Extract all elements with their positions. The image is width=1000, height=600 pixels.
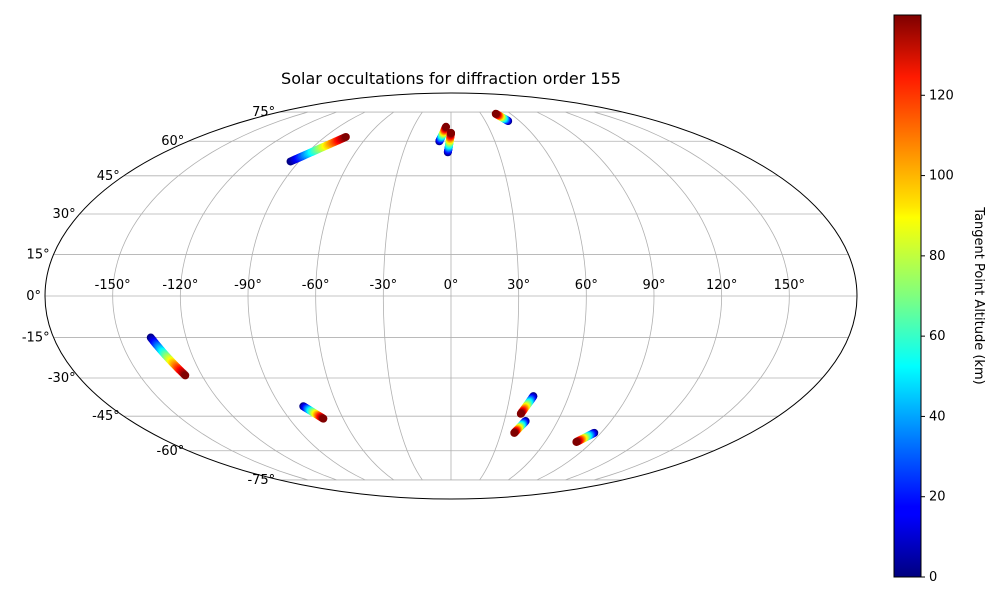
data-point bbox=[447, 128, 455, 137]
occultation-track bbox=[516, 392, 538, 418]
latitude-tick-label: 15° bbox=[27, 247, 50, 262]
data-point bbox=[516, 409, 525, 418]
longitude-tick-label: 150° bbox=[774, 278, 805, 293]
colorbar-tick-label: 60 bbox=[929, 329, 946, 344]
grid-meridian bbox=[508, 111, 587, 481]
longitude-tick-label: -120° bbox=[162, 278, 198, 293]
latitude-tick-label: -15° bbox=[22, 331, 50, 346]
colorbar-label: Tangent Point Altitude (km) bbox=[971, 206, 986, 384]
occultation-track bbox=[572, 428, 599, 446]
grid-meridian bbox=[382, 111, 423, 481]
grid-meridian bbox=[565, 111, 723, 481]
longitude-tick-label: -90° bbox=[234, 278, 262, 293]
colorbar-tick-label: 80 bbox=[929, 249, 946, 264]
chart-title: Solar occultations for diffraction order… bbox=[281, 69, 621, 88]
latitude-tick-label: 75° bbox=[252, 105, 275, 120]
longitude-tick-label: 60° bbox=[575, 278, 598, 293]
grid-meridian bbox=[594, 111, 790, 481]
map-boundary bbox=[44, 92, 858, 500]
colorbar-tick-label: 40 bbox=[929, 409, 946, 424]
latitude-tick-labels: 75° 60° 45° 30° 15° 0° -15° -30° -45° -60° -75° bbox=[22, 105, 275, 488]
latitude-tick-label: 60° bbox=[161, 134, 184, 149]
data-point bbox=[510, 428, 519, 437]
grid-meridian bbox=[179, 111, 337, 481]
data-point bbox=[491, 109, 500, 118]
colorbar: 0 20 40 60 80 100 120 Tangent Point Altitude (… bbox=[893, 14, 986, 585]
colorbar-ticks: 0 20 40 60 80 100 120 bbox=[921, 88, 954, 585]
longitude-tick-label: -150° bbox=[95, 278, 131, 293]
latitude-tick-label: 30° bbox=[53, 207, 76, 222]
latitude-tick-label: 45° bbox=[97, 169, 120, 184]
longitude-tick-label: 120° bbox=[706, 278, 737, 293]
latitude-tick-label: -60° bbox=[157, 444, 185, 459]
latitude-tick-label: -45° bbox=[92, 409, 120, 424]
grid-meridian bbox=[112, 111, 308, 481]
longitude-tick-label: 30° bbox=[507, 278, 530, 293]
grid-meridian bbox=[536, 111, 655, 481]
colorbar-tick-label: 0 bbox=[929, 570, 937, 585]
colorbar-tick-label: 120 bbox=[929, 88, 954, 103]
occultation-track bbox=[299, 402, 328, 423]
data-point bbox=[319, 414, 328, 423]
latitude-tick-label: 0° bbox=[26, 289, 41, 304]
colorbar-tick-label: 20 bbox=[929, 490, 946, 505]
colorbar-tick-label: 100 bbox=[929, 169, 954, 184]
data-point bbox=[181, 371, 190, 380]
colorbar-gradient bbox=[893, 14, 922, 578]
occultation-track bbox=[491, 109, 513, 126]
longitude-tick-label: 90° bbox=[642, 278, 665, 293]
data-point bbox=[341, 132, 350, 141]
longitude-tick-label: -60° bbox=[302, 278, 330, 293]
longitude-tick-label: -30° bbox=[369, 278, 397, 293]
grid-meridian bbox=[247, 111, 366, 481]
occultation-tracks bbox=[146, 109, 599, 446]
data-point bbox=[442, 122, 451, 131]
occultation-track bbox=[510, 417, 530, 437]
occultation-track bbox=[146, 333, 190, 380]
latitude-tick-label: -75° bbox=[247, 473, 275, 488]
longitude-tick-labels: -150° -120° -90° -60° -30° 0° 30° 60° 90° 120° 150… bbox=[95, 278, 805, 293]
grid-meridian bbox=[479, 111, 520, 481]
occultation-track bbox=[435, 122, 451, 146]
data-point bbox=[572, 437, 581, 446]
graticule bbox=[45, 111, 857, 481]
occultation-track bbox=[443, 128, 455, 157]
longitude-tick-label: 0° bbox=[444, 278, 459, 293]
latitude-tick-label: -30° bbox=[48, 371, 76, 386]
occultation-track bbox=[286, 132, 350, 166]
grid-meridian bbox=[315, 111, 394, 481]
